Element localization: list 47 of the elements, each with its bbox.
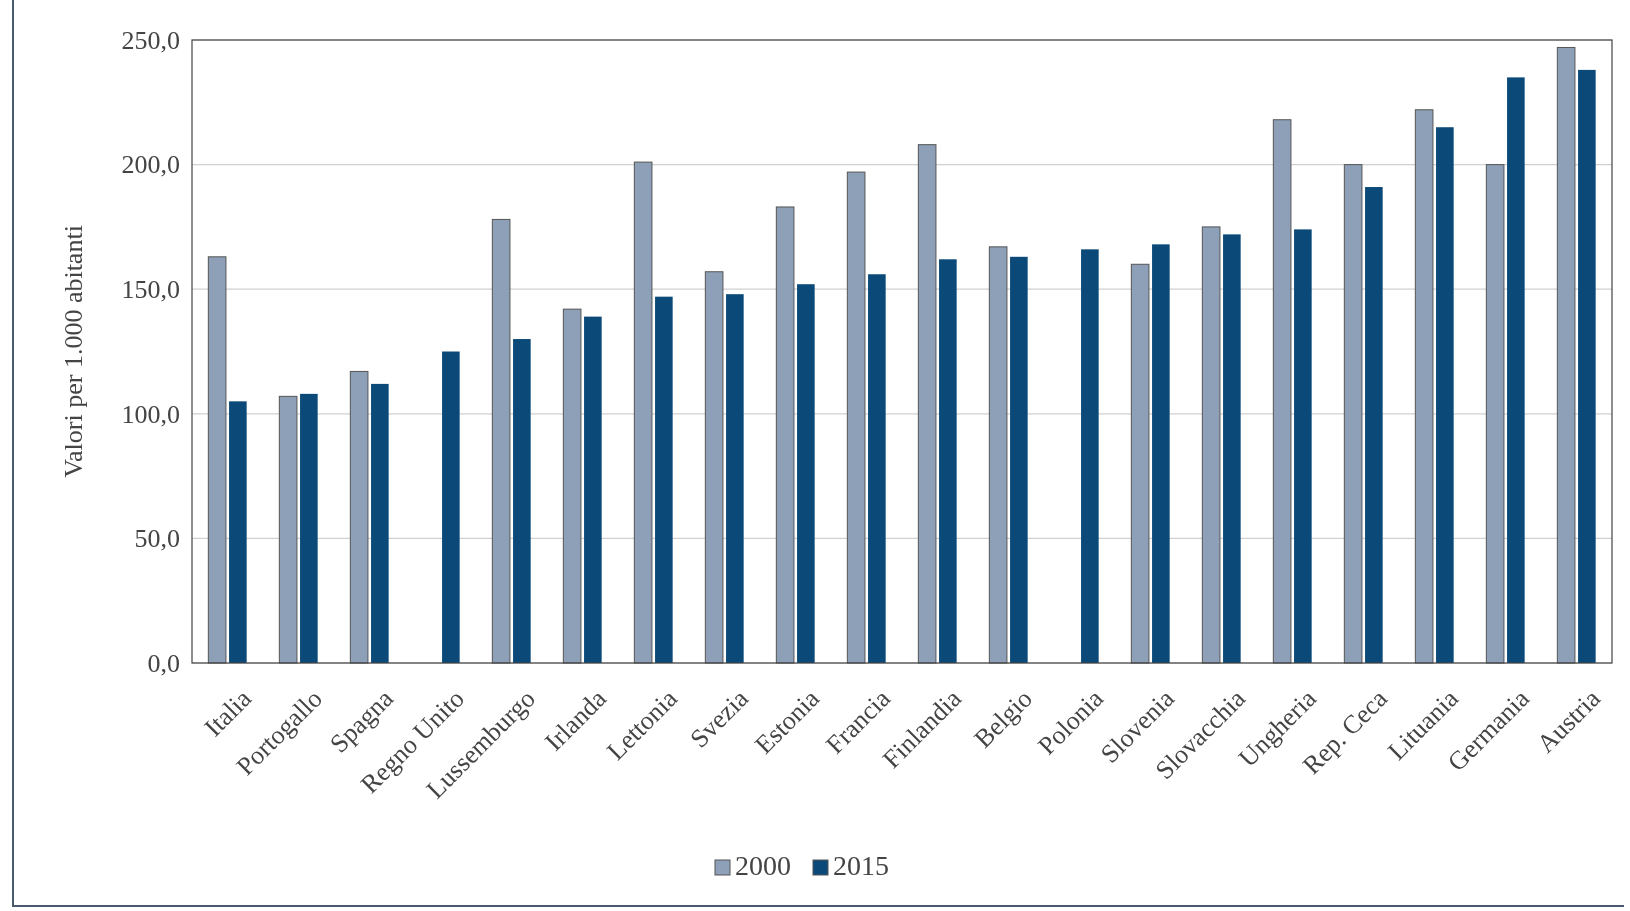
bar bbox=[633, 161, 653, 664]
bar bbox=[797, 284, 815, 663]
y-tick-label: 150,0 bbox=[121, 275, 180, 305]
bar bbox=[1365, 187, 1383, 663]
bar bbox=[1081, 249, 1099, 663]
bar bbox=[868, 274, 886, 663]
bar bbox=[229, 401, 247, 663]
bar bbox=[442, 351, 460, 663]
bar bbox=[1414, 109, 1434, 664]
y-tick-label: 50,0 bbox=[134, 524, 180, 554]
bar bbox=[1223, 234, 1241, 663]
bar bbox=[1436, 127, 1454, 663]
bar bbox=[278, 395, 298, 664]
bar bbox=[562, 308, 582, 664]
bar bbox=[584, 316, 602, 663]
bar bbox=[1556, 46, 1576, 664]
bar bbox=[1578, 69, 1596, 663]
y-tick-label: 100,0 bbox=[121, 399, 180, 429]
bar bbox=[1272, 119, 1292, 664]
legend-label: 2000 bbox=[735, 850, 791, 881]
bar bbox=[1507, 77, 1525, 663]
bar bbox=[349, 370, 369, 664]
bar bbox=[775, 206, 795, 664]
bar bbox=[655, 296, 673, 663]
bar bbox=[371, 383, 389, 663]
y-tick-label: 0,0 bbox=[147, 648, 180, 678]
bar bbox=[1152, 244, 1170, 663]
bar bbox=[1010, 256, 1028, 663]
bar bbox=[1294, 229, 1312, 663]
y-tick-label: 200,0 bbox=[121, 150, 180, 180]
bar bbox=[1201, 226, 1221, 664]
y-axis-title: Valori per 1.000 abitanti bbox=[59, 225, 88, 478]
bar bbox=[513, 339, 531, 663]
bar bbox=[1485, 164, 1505, 664]
bar bbox=[917, 144, 937, 664]
bar bbox=[939, 259, 957, 663]
bar bbox=[1343, 164, 1363, 664]
bar bbox=[846, 171, 866, 664]
bar bbox=[704, 271, 724, 664]
bar bbox=[491, 218, 511, 664]
bar bbox=[988, 246, 1008, 664]
legend-label: 2015 bbox=[833, 850, 889, 881]
bar bbox=[207, 256, 227, 664]
bar bbox=[726, 294, 744, 663]
bar bbox=[1130, 263, 1150, 664]
y-tick-label: 250,0 bbox=[121, 25, 180, 55]
bar bbox=[300, 393, 318, 663]
